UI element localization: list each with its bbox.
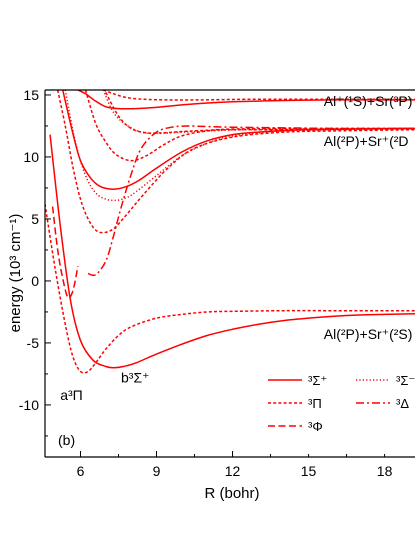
y-tick-label: -5 [27,335,40,351]
x-tick-label: 18 [377,463,393,479]
curve-3 [62,90,415,190]
x-tick-label: 15 [301,463,317,479]
annotation-0: Al⁺(¹S)+Sr(³P) [324,93,413,109]
curve-11 [103,90,415,101]
x-tick-label: 12 [225,463,241,479]
y-tick-label: 5 [31,211,39,227]
annotation-2: Al(²P)+Sr⁺(²S) [324,326,413,342]
annotations-layer: Al⁺(¹S)+Sr(³P) Al(²P)+Sr⁺(²D Al(²P)+Sr⁺(²S… [60,93,412,403]
curve-1 [45,203,415,374]
y-tick-label: -10 [19,397,39,413]
annotation-4: b³Σ⁺ [121,370,150,386]
curve-7 [84,90,415,162]
curve-2 [51,206,79,299]
x-tick-label: 6 [77,463,85,479]
axes-frame [44,89,415,458]
legend-background [262,362,414,454]
legend-label: ³Δ [396,396,409,411]
legend: ³Σ⁺ ³Σ⁻ ³Π ³Δ ³Φ [262,362,415,454]
curve-10 [77,90,415,110]
curve-5 [64,90,415,202]
y-tick-label: 0 [31,273,39,289]
x-tick-label: 9 [153,463,161,479]
y-tick-label: 10 [23,149,39,165]
legend-label: ³Π [308,396,322,411]
y-tick-label: 15 [23,87,39,103]
y-axis-title: energy (10³ cm⁻¹) [7,214,24,333]
panel-label: (b) [58,432,75,448]
legend-label: ³Φ [308,419,323,434]
curves-layer [45,90,415,374]
annotation-3: a³Π [60,387,83,403]
ticks-layer: 6 9 12 15 18 -10 -5 0 5 10 15 [19,87,393,479]
curve-4 [56,90,415,234]
legend-label: ³Σ⁻ [396,373,415,388]
curve-0 [49,134,415,369]
legend-label: ³Σ⁺ [308,373,327,388]
annotation-1: Al(²P)+Sr⁺(²D [324,133,409,149]
x-axis-title: R (bohr) [204,485,259,502]
